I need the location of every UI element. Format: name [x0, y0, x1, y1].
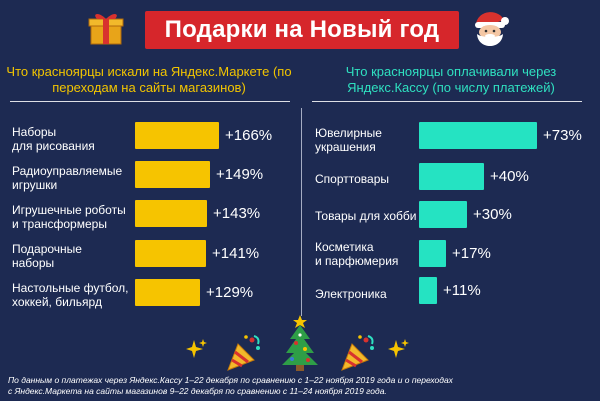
center-divider [301, 108, 302, 316]
santa-icon [475, 12, 509, 46]
right-bar-label: Косметика и парфюмерия [315, 240, 399, 268]
christmas-tree-icon [282, 315, 318, 371]
gift-icon [88, 14, 124, 45]
right-bar-value: +17% [452, 245, 491, 262]
right-bar [419, 277, 437, 304]
right-chart-title: Что красноярцы оплачивали через Яндекс.К… [345, 64, 557, 95]
left-bar [135, 279, 200, 306]
right-bar-label: Спорттовары [315, 172, 389, 186]
footnote: По данным о платежах через Яндекс.Кассу … [8, 375, 598, 397]
right-bar [419, 240, 446, 267]
right-bar [419, 163, 484, 190]
right-bar [419, 122, 537, 149]
left-chart-title: Что красноярцы искали на Яндекс.Маркете … [6, 64, 292, 95]
left-bar-label: Радиоуправляемые игрушки [12, 164, 123, 192]
right-bar-label: Ювелирные украшения [315, 126, 382, 154]
left-bar [135, 240, 206, 267]
sparkles-icon [186, 339, 207, 358]
left-bar-value: +166% [225, 127, 273, 144]
left-bar-value: +143% [213, 205, 261, 222]
left-bar-value: +141% [212, 245, 260, 262]
footnote-line-1: По данным о платежах через Яндекс.Кассу … [8, 375, 453, 385]
right-title-underline [312, 101, 582, 102]
right-bar-value: +73% [543, 127, 582, 144]
right-bar-label: Товары для хобби [315, 209, 417, 223]
left-title-underline [10, 101, 290, 102]
right-bar-value: +30% [473, 206, 512, 223]
right-bar-label: Электроника [315, 287, 387, 301]
left-bar-label: Игрушечные роботы и трансформеры [12, 203, 126, 231]
left-bar [135, 161, 210, 188]
left-bar-label: Настольные футбол, хоккей, бильярд [12, 281, 129, 309]
left-bar-value: +129% [206, 284, 254, 301]
party-popper-icon [227, 335, 260, 371]
title-banner: Подарки на Новый год [145, 11, 459, 49]
right-bar-value: +11% [443, 282, 481, 299]
party-popper-icon [341, 335, 374, 371]
right-bar-value: +40% [490, 168, 529, 185]
left-bar [135, 200, 207, 227]
left-bar [135, 122, 219, 149]
footnote-line-2: с Яндекс.Маркета на сайты магазинов 9–22… [8, 386, 387, 396]
left-bar-value: +149% [216, 166, 264, 183]
left-bar-label: Подарочные наборы [12, 242, 82, 270]
left-bar-label: Наборы для рисования [12, 125, 95, 153]
page-title: Подарки на Новый год [164, 16, 440, 43]
right-bar [419, 201, 467, 228]
sparkles-icon [388, 339, 409, 358]
